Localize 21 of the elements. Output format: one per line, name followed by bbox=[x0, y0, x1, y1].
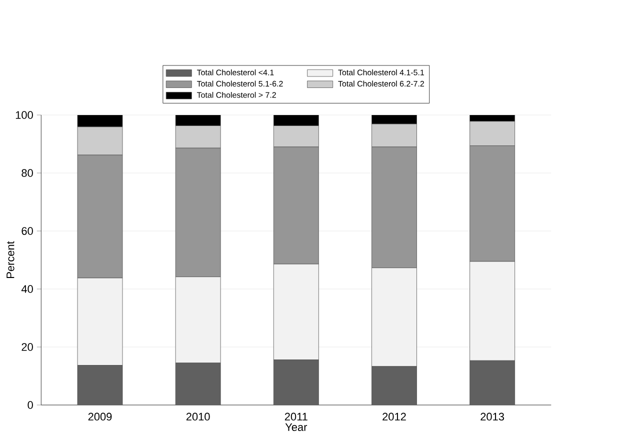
bar bbox=[372, 366, 417, 405]
x-axis-title: Year bbox=[285, 423, 308, 432]
bar bbox=[273, 114, 319, 126]
y-tick-label: 60 bbox=[22, 227, 33, 235]
y-tick-label: 40 bbox=[21, 285, 33, 293]
x-tick-label: 2012 bbox=[382, 412, 406, 421]
bar bbox=[77, 365, 123, 405]
y-tick-label: 100 bbox=[16, 111, 33, 119]
bar bbox=[77, 114, 123, 128]
y-tick-label: 20 bbox=[22, 343, 33, 351]
bar bbox=[273, 360, 319, 405]
bar bbox=[175, 114, 221, 126]
x-tick-label: 2009 bbox=[88, 412, 112, 421]
y-tick-label: 0 bbox=[28, 401, 33, 409]
y-axis-title: Percent bbox=[6, 241, 14, 278]
x-tick-label: 2011 bbox=[284, 412, 308, 421]
bar bbox=[470, 360, 516, 405]
x-tick-label: 2013 bbox=[480, 412, 504, 421]
bar bbox=[175, 362, 221, 405]
x-tick-label: 2010 bbox=[186, 412, 210, 421]
y-tick-label: 80 bbox=[22, 169, 33, 177]
